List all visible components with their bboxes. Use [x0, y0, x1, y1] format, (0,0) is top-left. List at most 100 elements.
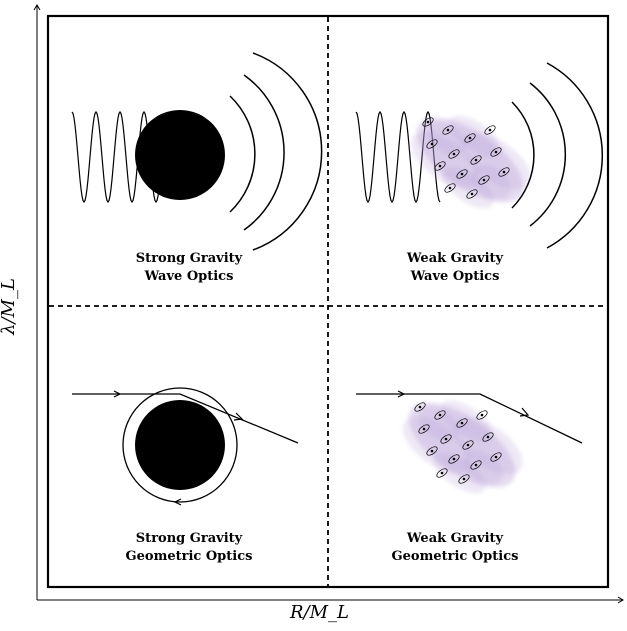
star-point — [466, 443, 470, 447]
star-point — [470, 192, 474, 196]
lensed-source — [490, 452, 502, 462]
lensed-source — [476, 410, 488, 420]
cloud-haze — [441, 167, 494, 209]
star-field-cloud — [402, 400, 523, 494]
ray-arrow-2 — [519, 407, 530, 417]
lensed-source — [462, 440, 474, 450]
black-hole — [135, 110, 225, 200]
star-point — [460, 172, 464, 176]
label-line-2: Geometric Optics — [125, 549, 253, 564]
star-point — [468, 136, 472, 140]
label-line-1: Weak Gravity — [406, 531, 504, 546]
lensed-source — [464, 133, 476, 143]
star-point — [494, 150, 498, 154]
star-point — [444, 437, 448, 441]
lensed-source — [456, 418, 468, 428]
label-line-1: Strong Gravity — [135, 531, 243, 546]
lensed-source — [458, 474, 470, 484]
star-field-cloud — [410, 115, 531, 209]
lensed-source — [442, 125, 454, 135]
lensed-source — [434, 410, 446, 420]
label-strong-geometric: Strong Gravity Geometric Optics — [59, 530, 319, 566]
outgoing-wavefront-3 — [252, 52, 323, 251]
star-point — [430, 142, 434, 146]
black-hole — [135, 400, 225, 490]
label-line-2: Geometric Optics — [391, 549, 519, 564]
lensed-source — [470, 155, 482, 165]
star-point — [438, 164, 442, 168]
lensed-source — [482, 432, 494, 442]
cloud-haze — [448, 115, 501, 157]
star-point — [480, 413, 484, 417]
incoming-wave — [355, 110, 441, 204]
star-point — [502, 170, 506, 174]
label-weak-geometric: Weak Gravity Geometric Optics — [325, 530, 585, 566]
star-point — [488, 128, 492, 132]
cloud-haze — [440, 400, 493, 442]
lensed-source — [448, 454, 460, 464]
lensed-source — [470, 460, 482, 470]
lensed-source — [414, 402, 426, 412]
star-point — [446, 128, 450, 132]
label-line-1: Weak Gravity — [406, 251, 504, 266]
cloud-haze — [471, 165, 511, 200]
y-axis-arrow — [33, 4, 41, 11]
star-point — [430, 449, 434, 453]
cloud-haze — [426, 121, 466, 156]
lensed-source — [456, 169, 468, 179]
lensed-source — [426, 446, 438, 456]
star-point — [452, 457, 456, 461]
lensed-source — [490, 147, 502, 157]
weak-wave-illustration — [355, 62, 603, 249]
cloud-haze — [433, 452, 486, 494]
star-point — [494, 455, 498, 459]
light-ray — [356, 393, 583, 444]
y-axis-label: λ/M_L — [0, 278, 19, 335]
orbit-arrow — [173, 498, 182, 506]
cloud-haze — [463, 450, 503, 485]
star-point — [448, 186, 452, 190]
lensed-source — [422, 117, 434, 127]
x-axis-label: R/M_L — [290, 602, 350, 623]
label-strong-wave: Strong Gravity Wave Optics — [59, 250, 319, 286]
outgoing-wavefront-2 — [529, 82, 567, 227]
strong-wave-illustration — [71, 52, 323, 251]
star-point — [438, 413, 442, 417]
weak-geometric-illustration — [356, 390, 583, 494]
star-point — [422, 427, 426, 431]
lensed-source — [440, 434, 452, 444]
star-point — [460, 421, 464, 425]
outgoing-wavefront-1 — [229, 95, 256, 213]
outgoing-wavefront-3 — [546, 62, 603, 249]
lensed-source — [426, 139, 438, 149]
lensed-source — [478, 175, 490, 185]
star-point — [482, 178, 486, 182]
star-point — [462, 477, 466, 481]
x-axis-arrow — [617, 596, 624, 604]
star-point — [440, 471, 444, 475]
label-line-1: Strong Gravity — [135, 251, 243, 266]
star-point — [474, 463, 478, 467]
lensed-source — [434, 161, 446, 171]
label-line-2: Wave Optics — [410, 269, 500, 284]
outgoing-wavefront-1 — [511, 101, 535, 209]
star-point — [426, 120, 430, 124]
label-line-2: Wave Optics — [144, 269, 234, 284]
cloud-haze — [418, 406, 458, 441]
strong-geometric-illustration — [72, 387, 299, 506]
lensed-source — [448, 149, 460, 159]
outgoing-wavefront-2 — [243, 74, 285, 231]
star-point — [418, 405, 422, 409]
ray-arrow-1 — [397, 390, 406, 398]
lensed-source — [466, 189, 478, 199]
plot-frame — [46, 14, 610, 589]
ray-arrow-1 — [113, 390, 122, 398]
label-weak-wave: Weak Gravity Wave Optics — [325, 250, 585, 286]
lensed-source — [418, 424, 430, 434]
lensed-source — [444, 183, 456, 193]
incoming-wave — [71, 110, 161, 204]
lensed-source — [484, 125, 496, 135]
star-point — [486, 435, 490, 439]
